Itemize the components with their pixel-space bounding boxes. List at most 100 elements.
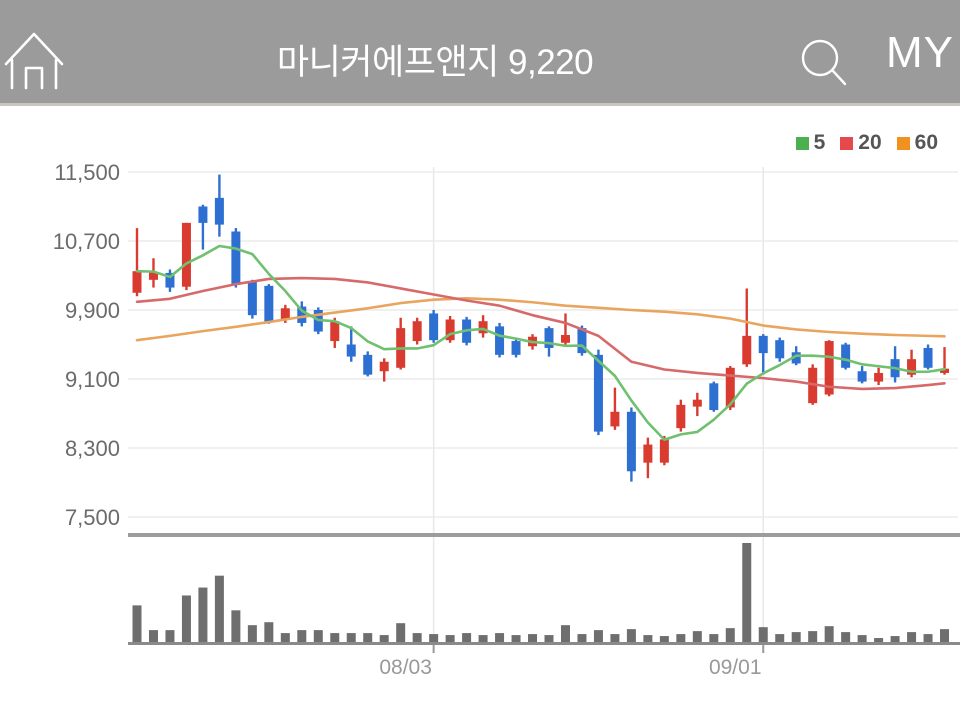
volume-bar — [890, 636, 900, 642]
volume-bar — [791, 632, 801, 642]
candle-body — [363, 354, 373, 375]
candle-body — [577, 328, 587, 354]
candle-body — [709, 383, 719, 411]
volume-bar — [363, 633, 373, 642]
candle-body — [692, 399, 702, 407]
y-axis-label: 7,500 — [65, 505, 120, 530]
volume-bar — [907, 632, 917, 642]
candle-body — [791, 352, 801, 364]
volume-bar — [148, 630, 158, 642]
ma-legend: 5 20 60 — [795, 131, 938, 155]
ma5-label: 5 — [813, 131, 826, 154]
x-axis-label: 08/03 — [379, 656, 432, 679]
candle-body — [181, 222, 191, 287]
volume-bar — [396, 623, 406, 642]
ma60-line — [135, 297, 946, 342]
volume-bar — [445, 635, 455, 642]
volume-bar — [808, 631, 818, 642]
y-axis-label: 8,300 — [65, 436, 120, 461]
candle-body — [907, 359, 917, 375]
volume-bar — [132, 605, 142, 642]
candle-body — [264, 285, 274, 323]
candle-body — [626, 411, 636, 472]
volume-bar — [214, 575, 224, 642]
candle-body — [544, 328, 554, 348]
volume-bar — [560, 625, 570, 642]
candle-body — [148, 272, 158, 280]
volume-bar — [676, 634, 686, 642]
ma60-label: 60 — [914, 131, 938, 154]
legend-item-ma5[interactable]: 5 — [795, 131, 826, 155]
volume-bar — [923, 634, 933, 642]
volume-bar — [874, 638, 884, 642]
volume-bar — [742, 543, 752, 642]
volume-bar — [165, 630, 175, 642]
volume-bar — [280, 633, 290, 642]
volume-bar — [511, 635, 521, 642]
candle-body — [775, 340, 785, 359]
volume-bar — [313, 630, 323, 642]
volume-bar — [297, 630, 307, 642]
home-button[interactable] — [2, 26, 66, 92]
candle-body — [346, 344, 356, 357]
volume-bar — [643, 635, 653, 642]
candle-body — [874, 372, 884, 382]
candle-body — [643, 444, 653, 463]
volume-bar — [940, 629, 950, 642]
volume-bar — [198, 587, 208, 642]
x-axis-label: 09/01 — [709, 656, 762, 679]
ma20-label: 20 — [858, 131, 882, 154]
volume-bar — [692, 631, 702, 642]
volume-bar — [610, 634, 620, 642]
candle-body — [511, 341, 521, 355]
volume-bar — [593, 630, 603, 642]
volume-bar — [659, 636, 669, 642]
volume-bar — [495, 633, 505, 642]
candle-body — [824, 341, 834, 395]
candle-body — [297, 306, 307, 323]
volume-bar — [330, 633, 340, 642]
volume-bar — [264, 622, 274, 642]
candle-body — [247, 281, 257, 316]
candle-body — [725, 367, 735, 408]
candle-body — [560, 335, 570, 343]
candle-body — [198, 206, 208, 223]
volume-bar — [247, 625, 257, 642]
candle-body — [857, 371, 867, 382]
volume-bar — [775, 634, 785, 642]
candle-body — [445, 319, 455, 341]
page-title: 마니커에프앤지 9,220 — [276, 43, 594, 82]
ma5-swatch — [795, 136, 809, 150]
legend-item-ma60[interactable]: 60 — [896, 131, 938, 155]
my-button[interactable]: MY — [886, 28, 954, 77]
search-icon — [801, 39, 847, 86]
y-axis-label: 10,700 — [53, 229, 120, 254]
candle-body — [659, 439, 669, 463]
volume-bar — [758, 627, 768, 642]
candle-body — [495, 326, 505, 355]
candle-body — [214, 197, 224, 225]
candle-body — [940, 368, 950, 373]
ma20-line — [135, 276, 946, 391]
candle-body — [593, 354, 603, 432]
candle-body — [758, 335, 768, 354]
volume-bar — [824, 626, 834, 642]
candle-body — [923, 347, 933, 368]
legend-item-ma20[interactable]: 20 — [840, 131, 882, 155]
home-icon — [4, 32, 64, 90]
y-axis-label: 11,500 — [54, 160, 120, 185]
app-header: 마니커에프앤지 9,220 MY — [0, 0, 960, 106]
candle-body — [330, 321, 340, 342]
search-button[interactable] — [796, 34, 850, 90]
ma60-swatch — [896, 136, 910, 150]
candle-body — [841, 344, 851, 368]
volume-bar — [462, 633, 472, 642]
candle-body — [231, 231, 241, 285]
volume-bar — [346, 633, 356, 642]
volume-bar — [379, 635, 389, 642]
candle-body — [280, 308, 290, 320]
volume-bar — [725, 628, 735, 642]
pane-separator — [128, 533, 960, 537]
